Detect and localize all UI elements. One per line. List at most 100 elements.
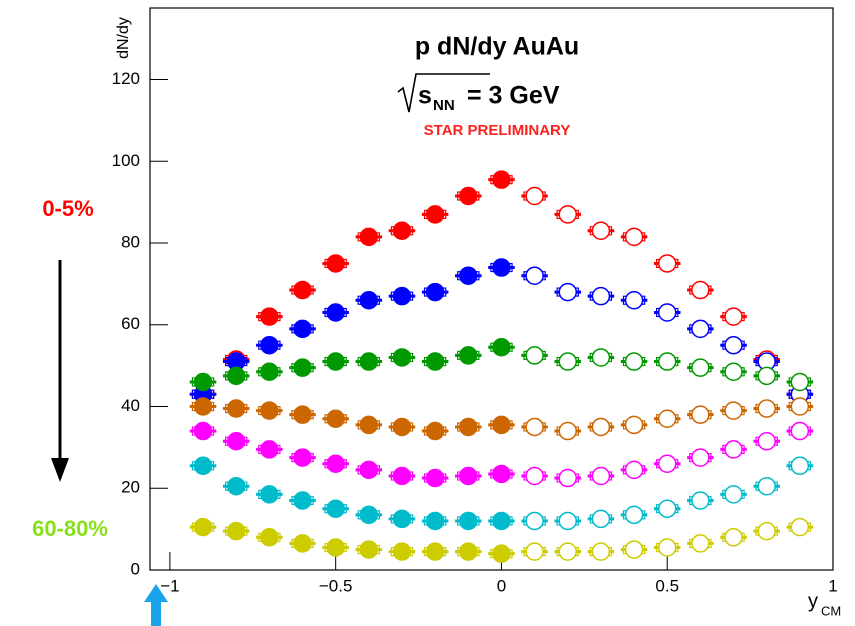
point [459,542,478,561]
point [293,448,312,467]
blue-arrow-shaft [151,600,161,626]
point [525,511,544,531]
point [525,542,544,561]
point [790,517,810,537]
point [293,358,312,377]
point [525,417,544,437]
point [724,401,743,420]
point [591,466,611,486]
point [193,517,213,537]
point [392,417,412,437]
energy-sub: NN [433,97,455,114]
annotation: 60-80% [32,516,108,541]
point [492,544,511,563]
point [459,186,478,206]
point [757,476,776,496]
x-tick-label: 0 [497,576,506,595]
point [326,454,345,473]
point [226,399,246,418]
point [193,421,213,441]
point [260,528,279,547]
point [492,170,511,189]
point [624,352,644,371]
point [657,303,677,322]
point [558,205,578,224]
point [293,280,312,300]
point [558,511,578,531]
point [790,372,810,392]
blue-arrow-head [144,584,168,602]
point [724,335,743,355]
point [657,499,677,518]
point [724,485,743,504]
point [492,258,511,277]
point [492,511,511,531]
point [691,405,710,424]
point [525,346,544,365]
y-tick-label: 0 [131,559,140,578]
point [525,186,544,206]
point [790,456,810,476]
point [624,460,644,480]
point [392,466,412,486]
point [691,534,710,553]
point [691,358,710,377]
point [226,366,246,386]
point [657,352,677,371]
y-tick-label: 80 [121,233,140,252]
point [226,476,246,496]
point [359,415,379,435]
point [359,505,379,525]
point [359,460,379,480]
point [326,303,345,322]
point [558,468,578,488]
y-tick-label: 120 [112,69,140,88]
point [326,352,345,371]
point [558,282,578,302]
point [359,227,379,247]
point [226,432,246,451]
point [757,432,776,451]
point [326,409,345,429]
point [657,254,677,273]
point [359,290,379,310]
point [724,307,743,326]
point [293,534,312,553]
point [226,521,246,541]
point [691,280,710,300]
point [492,415,511,435]
plot-frame [149,7,834,571]
point [591,509,611,529]
chart-title: p dN/dy AuAu [415,33,579,61]
point [757,399,776,418]
point [260,307,279,326]
point [425,421,445,441]
x-axis-label: y [808,590,818,612]
point [260,335,279,355]
sqrt-sign [397,73,490,113]
point [657,454,677,473]
arrow-head [51,458,69,482]
point [790,421,810,441]
point [260,440,279,459]
energy-rest: = 3 GeV [467,82,560,110]
point [392,509,412,529]
point [790,397,810,416]
point [392,221,412,241]
x-tick-label: 0.5 [655,576,679,595]
point [591,542,611,561]
y-tick-label: 60 [121,314,140,333]
x-axis-sub: CM [821,603,841,618]
point [757,521,776,541]
point [392,348,412,367]
point [558,421,578,441]
point [459,346,478,365]
point [425,282,445,302]
preliminary-label: STAR PRELIMINARY [424,122,571,139]
point [260,401,279,420]
point [260,485,279,504]
point [260,362,279,382]
y-axis-label: dN/dy [115,17,132,59]
point [193,456,213,476]
point [624,505,644,525]
